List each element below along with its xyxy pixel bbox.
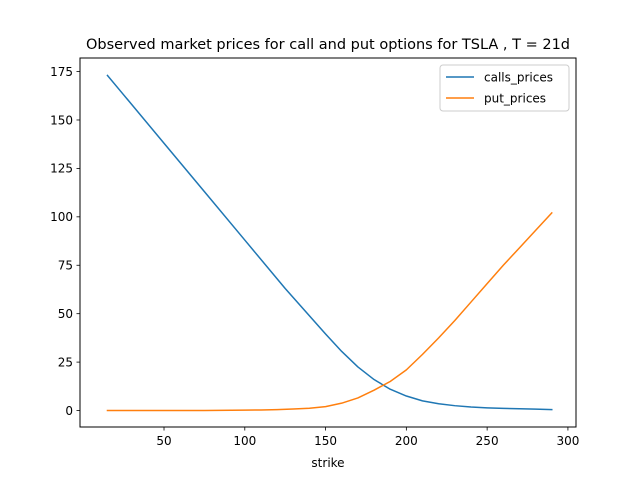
y-tick-label: 100 <box>50 210 73 224</box>
series-line-calls_prices <box>106 74 553 411</box>
plot-area <box>79 57 577 428</box>
legend: calls_prices put_prices <box>439 64 570 112</box>
x-tick-label: 150 <box>314 434 337 448</box>
y-tick-label: 0 <box>65 404 73 418</box>
y-tick-label: 50 <box>58 307 73 321</box>
x-tick-label: 250 <box>476 434 499 448</box>
x-tick-label: 50 <box>156 434 171 448</box>
y-tick-label: 125 <box>50 162 73 176</box>
legend-label-put_prices: put_prices <box>484 92 546 106</box>
y-axis: 0 25 50 75 100 125 150 175 <box>50 65 80 418</box>
x-axis-label: strike <box>311 456 344 470</box>
x-tick-label: 200 <box>395 434 418 448</box>
y-tick-label: 150 <box>50 113 73 127</box>
y-tick-label: 25 <box>58 355 73 369</box>
y-tick-label: 175 <box>50 65 73 79</box>
x-tick-label: 100 <box>233 434 256 448</box>
chart-title: Observed market prices for call and put … <box>86 37 570 53</box>
x-tick-label: 300 <box>556 434 579 448</box>
plot-frame <box>79 57 577 428</box>
legend-label-calls_prices: calls_prices <box>484 71 553 85</box>
x-axis: 50 100 150 200 250 300 <box>156 427 579 448</box>
series-line-put_prices <box>106 211 553 412</box>
y-tick-label: 75 <box>58 259 73 273</box>
